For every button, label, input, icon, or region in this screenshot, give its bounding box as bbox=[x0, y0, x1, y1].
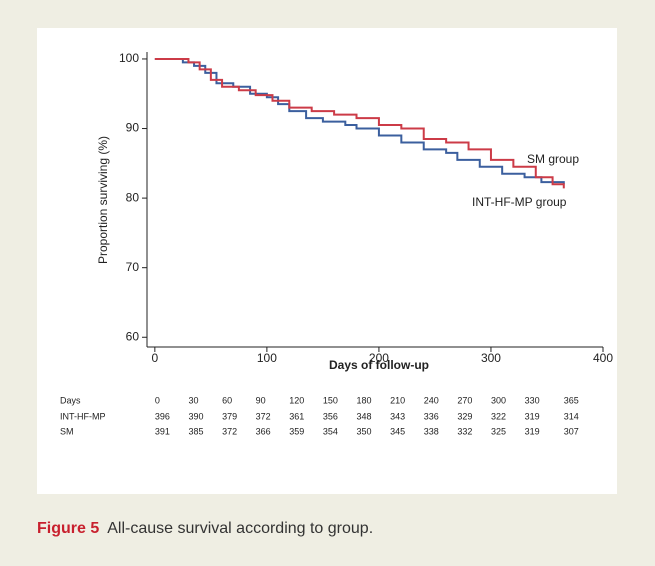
y-axis-title: Proportion surviving (%) bbox=[96, 136, 110, 264]
risk-cell: 350 bbox=[357, 426, 372, 436]
risk-cell: 385 bbox=[188, 426, 203, 436]
risk-cell: 329 bbox=[457, 411, 472, 421]
risk-cell: 0 bbox=[155, 395, 160, 405]
risk-cell: 180 bbox=[357, 395, 372, 405]
figure-panel bbox=[37, 28, 617, 494]
risk-cell: 379 bbox=[222, 411, 237, 421]
risk-cell: 319 bbox=[525, 426, 540, 436]
y-tick-label: 80 bbox=[126, 190, 140, 204]
y-tick-label: 100 bbox=[119, 51, 139, 65]
risk-cell: 372 bbox=[256, 411, 271, 421]
risk-cell: 336 bbox=[424, 411, 439, 421]
risk-cell: 314 bbox=[564, 411, 579, 421]
caption: Figure 5 All-cause survival according to … bbox=[37, 520, 373, 538]
risk-cell: 366 bbox=[256, 426, 271, 436]
risk-cell: 359 bbox=[289, 426, 304, 436]
risk-cell: 319 bbox=[525, 411, 540, 421]
risk-cell: 150 bbox=[323, 395, 338, 405]
risk-cell: 325 bbox=[491, 426, 506, 436]
risk-cell: 396 bbox=[155, 411, 170, 421]
survival-curve bbox=[154, 57, 565, 189]
series-label: SM group bbox=[527, 152, 579, 166]
risk-cell: 210 bbox=[390, 395, 405, 405]
risk-cell: 90 bbox=[256, 395, 266, 405]
x-tick-label: 0 bbox=[151, 351, 158, 365]
x-tick-label: 200 bbox=[369, 351, 389, 365]
risk-cell: 361 bbox=[289, 411, 304, 421]
risk-cell: 60 bbox=[222, 395, 232, 405]
caption-label: Figure 5 bbox=[37, 520, 100, 537]
risk-cell: 343 bbox=[390, 411, 405, 421]
risk-row-label: SM bbox=[60, 426, 74, 436]
x-tick-label: 400 bbox=[593, 351, 613, 365]
risk-cell: 390 bbox=[188, 411, 203, 421]
risk-cell: 307 bbox=[564, 426, 579, 436]
risk-cell: 330 bbox=[525, 395, 540, 405]
y-tick-label: 70 bbox=[126, 260, 140, 274]
x-axis-title: Days of follow-up bbox=[329, 358, 429, 372]
y-tick-label: 60 bbox=[126, 329, 140, 343]
risk-cell: 322 bbox=[491, 411, 506, 421]
caption-text: All-cause survival according to group. bbox=[107, 520, 374, 537]
risk-cell: 345 bbox=[390, 426, 405, 436]
risk-cell: 332 bbox=[457, 426, 472, 436]
risk-cell: 354 bbox=[323, 426, 338, 436]
risk-row-label: Days bbox=[60, 395, 81, 405]
y-tick-label: 90 bbox=[126, 121, 140, 135]
risk-cell: 120 bbox=[289, 395, 304, 405]
series-label: INT-HF-MP group bbox=[472, 195, 567, 209]
risk-cell: 365 bbox=[564, 395, 579, 405]
risk-cell: 300 bbox=[491, 395, 506, 405]
risk-row-label: INT-HF-MP bbox=[60, 411, 106, 421]
risk-cell: 240 bbox=[424, 395, 439, 405]
risk-cell: 30 bbox=[188, 395, 198, 405]
risk-cell: 348 bbox=[357, 411, 372, 421]
risk-cell: 372 bbox=[222, 426, 237, 436]
x-tick-label: 300 bbox=[481, 351, 501, 365]
chart: Proportion surviving (%) Days of follow-… bbox=[60, 51, 613, 436]
survival-curve bbox=[154, 57, 565, 185]
risk-cell: 338 bbox=[424, 426, 439, 436]
x-tick-label: 100 bbox=[257, 351, 277, 365]
risk-cell: 391 bbox=[155, 426, 170, 436]
risk-cell: 356 bbox=[323, 411, 338, 421]
risk-cell: 270 bbox=[457, 395, 472, 405]
